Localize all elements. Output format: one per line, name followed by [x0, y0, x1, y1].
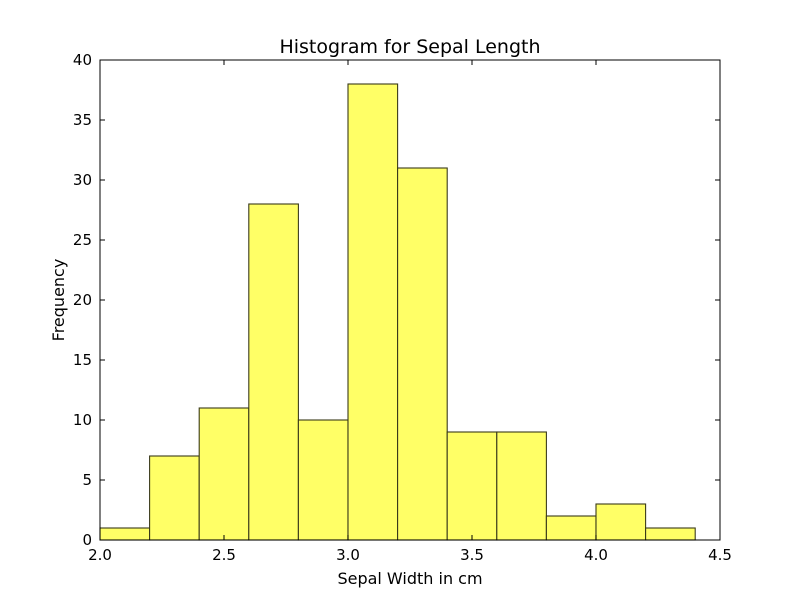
histogram-bar-3	[248, 203, 299, 541]
chart-title: Histogram for Sepal Length	[279, 36, 540, 58]
bars-group	[99, 83, 696, 541]
x-tick-label-0: 2.0	[88, 546, 112, 564]
y-tick-label-2: 10	[73, 411, 92, 429]
histogram-bar-6	[397, 167, 448, 541]
y-tick-label-7: 35	[73, 111, 92, 129]
y-tick-label-0: 0	[82, 531, 92, 549]
y-tick-label-6: 30	[73, 171, 92, 189]
histogram-bar-0	[99, 527, 151, 541]
histogram-bar-1	[149, 455, 200, 541]
y-tick-label-4: 20	[73, 291, 92, 309]
x-tick-label-5: 4.5	[708, 546, 732, 564]
y-tick-label-3: 15	[73, 351, 92, 369]
histogram-bar-7	[446, 431, 498, 541]
histogram-bar-4	[297, 419, 349, 541]
x-tick-label-4: 4.0	[584, 546, 608, 564]
histogram-bar-11	[645, 527, 696, 541]
y-tick-label-1: 5	[82, 471, 92, 489]
x-tick-label-1: 2.5	[212, 546, 236, 564]
histogram-bar-2	[198, 407, 250, 541]
histogram-bar-8	[496, 431, 547, 541]
y-axis-label: Frequency	[49, 259, 68, 342]
histogram-bar-5	[347, 83, 399, 541]
x-tick-label-2: 3.0	[336, 546, 360, 564]
plot-frame	[99, 59, 721, 541]
y-tick-label-8: 40	[73, 51, 92, 69]
histogram-bar-9	[545, 515, 597, 541]
x-axis-label: Sepal Width in cm	[337, 569, 482, 588]
y-tick-label-5: 25	[73, 231, 92, 249]
histogram-bar-10	[595, 503, 647, 541]
ticks-group: 2.0 2.5 3.0 3.5 4.0 4.5 0 5 10 15 20 25 30 35 40	[73, 51, 732, 564]
x-tick-label-3: 3.5	[460, 546, 484, 564]
